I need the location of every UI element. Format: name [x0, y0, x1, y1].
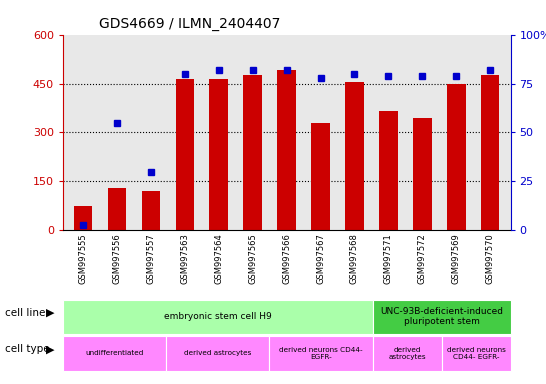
- Text: embryonic stem cell H9: embryonic stem cell H9: [164, 312, 272, 321]
- Text: undifferentiated: undifferentiated: [85, 350, 144, 356]
- Bar: [210, 79, 228, 230]
- Text: ▶: ▶: [46, 308, 55, 318]
- Bar: [244, 75, 262, 230]
- Bar: [74, 206, 92, 230]
- Bar: [277, 71, 296, 230]
- Bar: [413, 118, 432, 230]
- Bar: [447, 84, 466, 230]
- Text: derived neurons
CD44- EGFR-: derived neurons CD44- EGFR-: [447, 347, 506, 360]
- Bar: [481, 75, 500, 230]
- Text: cell line: cell line: [5, 308, 46, 318]
- Text: derived neurons CD44-
EGFR-: derived neurons CD44- EGFR-: [279, 347, 363, 360]
- Text: derived
astrocytes: derived astrocytes: [388, 347, 426, 360]
- Bar: [141, 191, 161, 230]
- Text: derived astrocytes: derived astrocytes: [184, 350, 252, 356]
- Bar: [345, 82, 364, 230]
- Text: cell type: cell type: [5, 344, 50, 354]
- Text: UNC-93B-deficient-induced
pluripotent stem: UNC-93B-deficient-induced pluripotent st…: [380, 307, 503, 326]
- Text: ▶: ▶: [46, 344, 55, 354]
- Text: GDS4669 / ILMN_2404407: GDS4669 / ILMN_2404407: [99, 17, 280, 31]
- Bar: [311, 123, 330, 230]
- Bar: [176, 79, 194, 230]
- Bar: [379, 111, 397, 230]
- Bar: [108, 188, 126, 230]
